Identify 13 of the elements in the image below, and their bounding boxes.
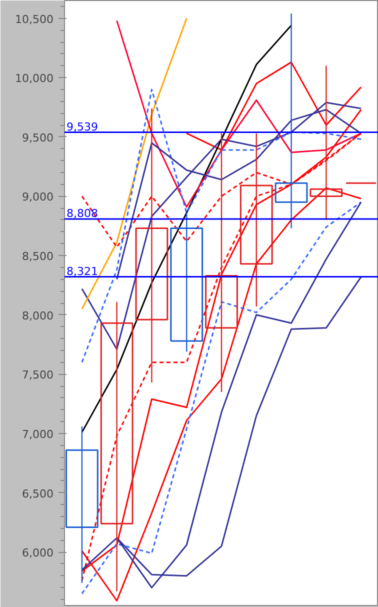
- y-tick-label: 10,500: [15, 12, 54, 26]
- y-tick-label: 9,000: [22, 190, 54, 204]
- y-tick-label: 7,500: [22, 368, 54, 382]
- y-tick-label: 6,500: [22, 487, 54, 500]
- y-tick-label: 8,500: [22, 250, 54, 264]
- ref-line-label: 8,321: [66, 264, 98, 278]
- y-tick-label: 7,000: [22, 428, 54, 441]
- y-tick-label: 9,500: [22, 131, 54, 144]
- y-tick-label: 6,000: [22, 546, 54, 560]
- y-tick-label: 10,000: [15, 72, 54, 86]
- ref-line-label: 8,808: [66, 207, 98, 220]
- ref-line-label: 9,539: [66, 120, 98, 134]
- y-tick-label: 8,000: [22, 309, 54, 322]
